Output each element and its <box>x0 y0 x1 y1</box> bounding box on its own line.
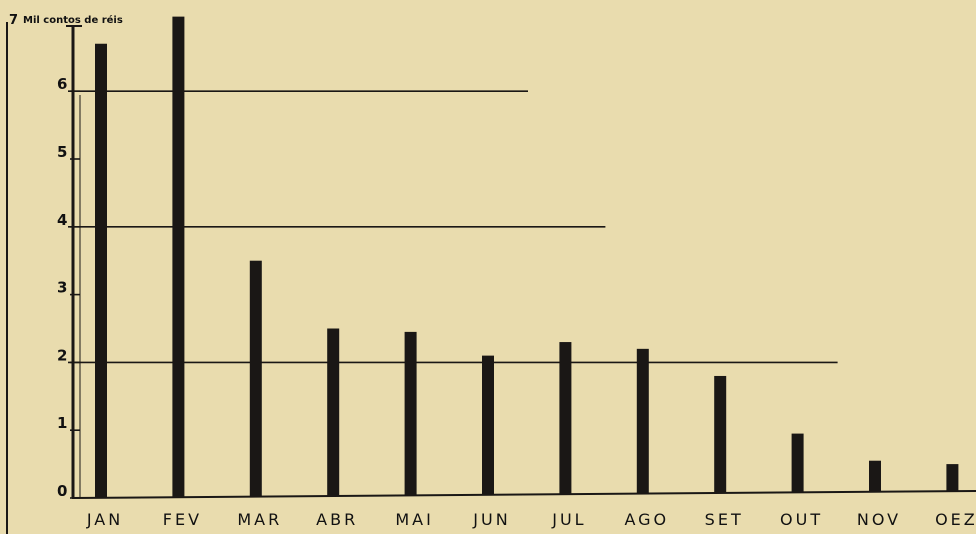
x-tick-label-mai: MAI <box>395 510 433 529</box>
y-tick-label: 0 <box>57 482 67 500</box>
bar-abr <box>327 328 340 497</box>
x-tick-labels: JAN FEV MAR ABR MAI JUN JUL AGO SET OUT NOV OEZ <box>86 510 976 529</box>
bar-mai <box>404 331 417 496</box>
x-tick-label-out: OUT <box>780 510 823 529</box>
y-tick-label: 1 <box>57 414 67 432</box>
x-tick-label-ago: AGO <box>624 510 669 529</box>
y-unit-label: Mil contos de réis <box>23 14 123 26</box>
bar-mar <box>249 260 262 497</box>
x-tick-label-jan: JAN <box>86 510 123 529</box>
bar-fev <box>172 16 185 498</box>
y-tick-label: 5 <box>57 143 67 161</box>
y-tick-label: 3 <box>57 279 67 297</box>
x-tick-label-nov: NOV <box>857 510 901 529</box>
x-tick-label-oez: OEZ <box>935 510 976 529</box>
bar-out <box>791 433 804 493</box>
y-tick-label: 6 <box>57 75 67 93</box>
x-tick-label-jul: JUL <box>551 510 586 529</box>
x-tick-label-abr: ABR <box>316 510 358 529</box>
y-tick-label: 4 <box>57 211 67 229</box>
y-unit-number: 7 <box>9 13 18 28</box>
y-ticks: 0 1 2 3 4 5 6 <box>57 75 80 500</box>
bar-jul <box>559 342 572 495</box>
bar-oez <box>946 464 959 492</box>
y-tick-label: 2 <box>57 346 67 364</box>
x-tick-label-jun: JUN <box>472 510 510 529</box>
bar-nov <box>869 460 881 492</box>
reference-lines <box>68 90 838 364</box>
bars <box>95 16 959 499</box>
bar-jan <box>95 43 107 499</box>
x-tick-label-fev: FEV <box>163 510 202 529</box>
x-axis-line <box>71 490 976 499</box>
x-tick-label-set: SET <box>705 510 744 529</box>
bar-jun <box>482 355 494 495</box>
x-tick-label-mar: MAR <box>237 510 282 529</box>
bar-set <box>714 375 727 494</box>
bar-ago <box>636 348 649 494</box>
